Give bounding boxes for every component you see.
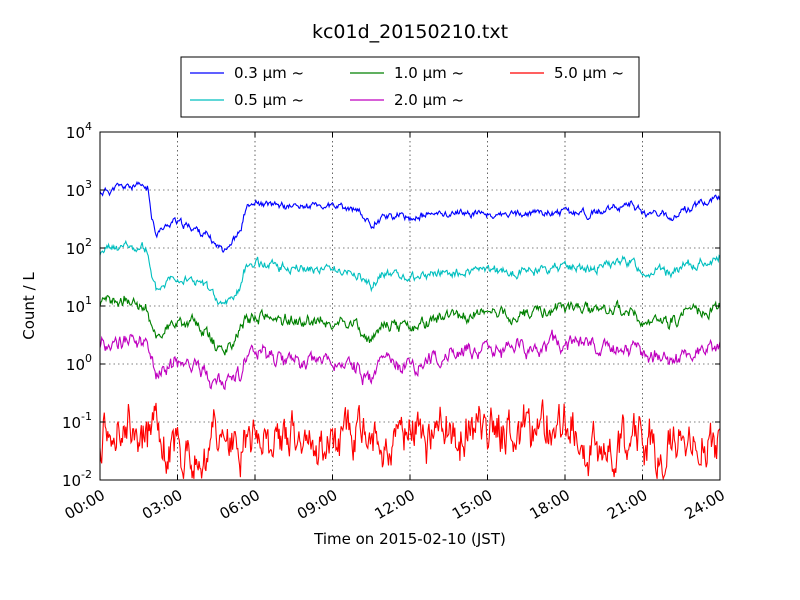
y-tick-label: 10-1 (62, 410, 92, 432)
series-line (99, 180, 721, 254)
legend-box (180, 56, 640, 118)
x-axis-label: Time on 2015-02-10 (JST) (313, 530, 506, 548)
chart-title: kc01d_20150210.txt (312, 21, 508, 43)
legend: 0.3 μm ~ 0.5 μm ~ 1.0 μm ~ 2.0 μm ~ 5.0 μm ~ (180, 56, 640, 118)
legend-label: 1.0 μm ~ (394, 64, 464, 82)
legend-label: 5.0 μm ~ (554, 64, 624, 82)
legend-label: 2.0 μm ~ (394, 91, 464, 109)
y-axis-label: Count / L (20, 272, 38, 340)
y-tick-label: 103 (66, 178, 92, 200)
y-tick-label: 104 (66, 120, 92, 142)
y-tick-label: 101 (66, 294, 92, 316)
y-tick-label: 102 (66, 236, 92, 258)
series-line (99, 294, 721, 356)
y-ticks: 10-2 10-1 100 101 102 103 104 (62, 120, 720, 490)
legend-label: 0.5 μm ~ (234, 91, 304, 109)
legend-label: 0.3 μm ~ (234, 64, 304, 82)
y-tick-label: 100 (66, 352, 92, 374)
series-line (99, 399, 721, 481)
series-line (99, 329, 721, 391)
series-line (99, 239, 721, 306)
y-tick-label: 10-2 (62, 468, 92, 490)
plot-lines (99, 180, 721, 481)
